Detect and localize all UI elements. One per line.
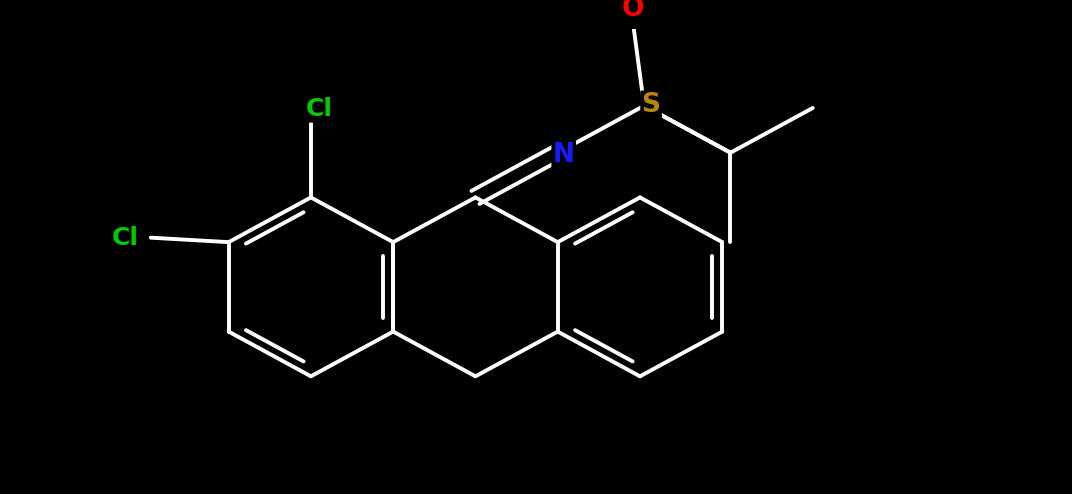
Text: N: N	[553, 142, 575, 167]
Text: S: S	[642, 92, 660, 118]
Text: O: O	[622, 0, 644, 22]
Text: Cl: Cl	[306, 97, 332, 122]
Text: Cl: Cl	[111, 226, 138, 249]
